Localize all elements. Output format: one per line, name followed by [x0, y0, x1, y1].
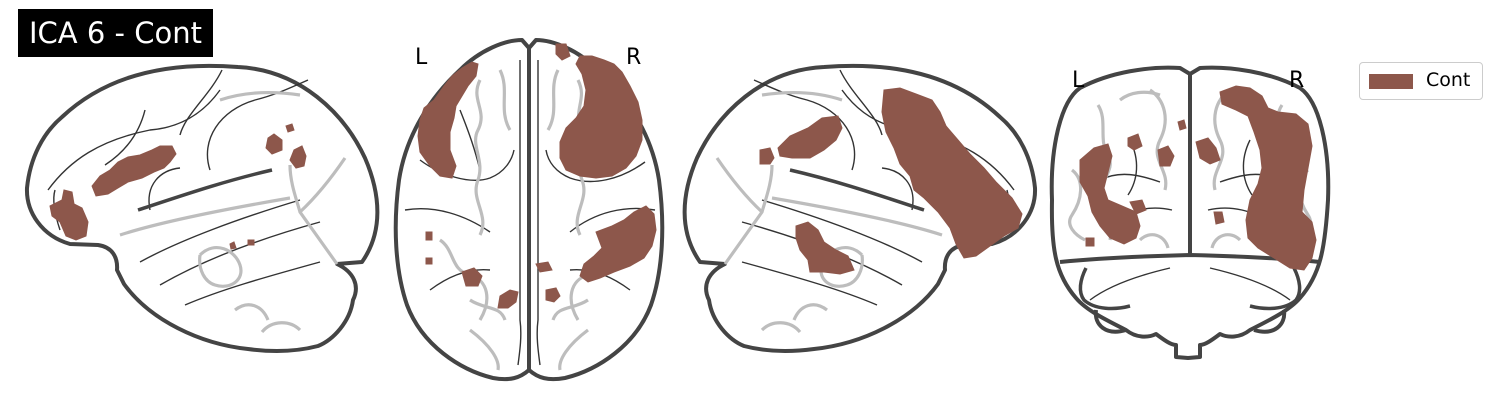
sagittal-left-view: [24, 63, 380, 353]
activation-cluster: [425, 257, 433, 265]
legend: Cont: [1359, 62, 1483, 100]
activation-cluster: [265, 133, 283, 155]
activation-blobs: [759, 87, 1023, 275]
activation-cluster: [1127, 133, 1143, 151]
axial-view: [393, 38, 665, 382]
activation-cluster: [1219, 85, 1317, 271]
activation-cluster: [1195, 137, 1221, 165]
activation-cluster: [555, 43, 571, 61]
activation-cluster: [1157, 145, 1175, 167]
activation-blobs: [1079, 85, 1317, 271]
activation-cluster: [559, 55, 643, 179]
activation-cluster: [1129, 199, 1147, 215]
activation-cluster: [759, 147, 775, 165]
activation-cluster: [1085, 237, 1095, 247]
activation-cluster: [417, 61, 479, 179]
sagittal-right-view: [682, 63, 1038, 353]
axial-left-label: L: [415, 45, 428, 70]
activation-cluster: [285, 123, 295, 133]
activation-cluster: [1177, 119, 1187, 131]
activation-cluster: [497, 289, 519, 309]
legend-label: Cont: [1426, 69, 1471, 91]
activation-cluster: [247, 239, 255, 246]
activation-cluster: [545, 287, 561, 303]
activation-cluster: [49, 189, 89, 241]
activation-cluster: [229, 241, 237, 250]
coronal-right-label: R: [1289, 68, 1305, 93]
activation-cluster: [777, 115, 843, 159]
axial-right-label: R: [626, 45, 642, 70]
activation-cluster: [881, 87, 1023, 259]
activation-blobs: [417, 43, 657, 309]
activation-blobs: [49, 123, 307, 250]
activation-cluster: [1079, 143, 1141, 245]
coronal-left-label: L: [1072, 68, 1085, 93]
legend-swatch: [1369, 74, 1413, 89]
activation-cluster: [289, 145, 307, 169]
activation-cluster: [91, 145, 177, 197]
activation-cluster: [579, 205, 657, 283]
activation-cluster: [535, 261, 553, 273]
activation-cluster: [461, 267, 483, 287]
activation-cluster: [795, 221, 855, 275]
activation-cluster: [425, 231, 433, 241]
figure-title: ICA 6 - Cont: [18, 9, 213, 57]
coronal-view: [1049, 65, 1331, 360]
activation-cluster: [1213, 211, 1225, 225]
